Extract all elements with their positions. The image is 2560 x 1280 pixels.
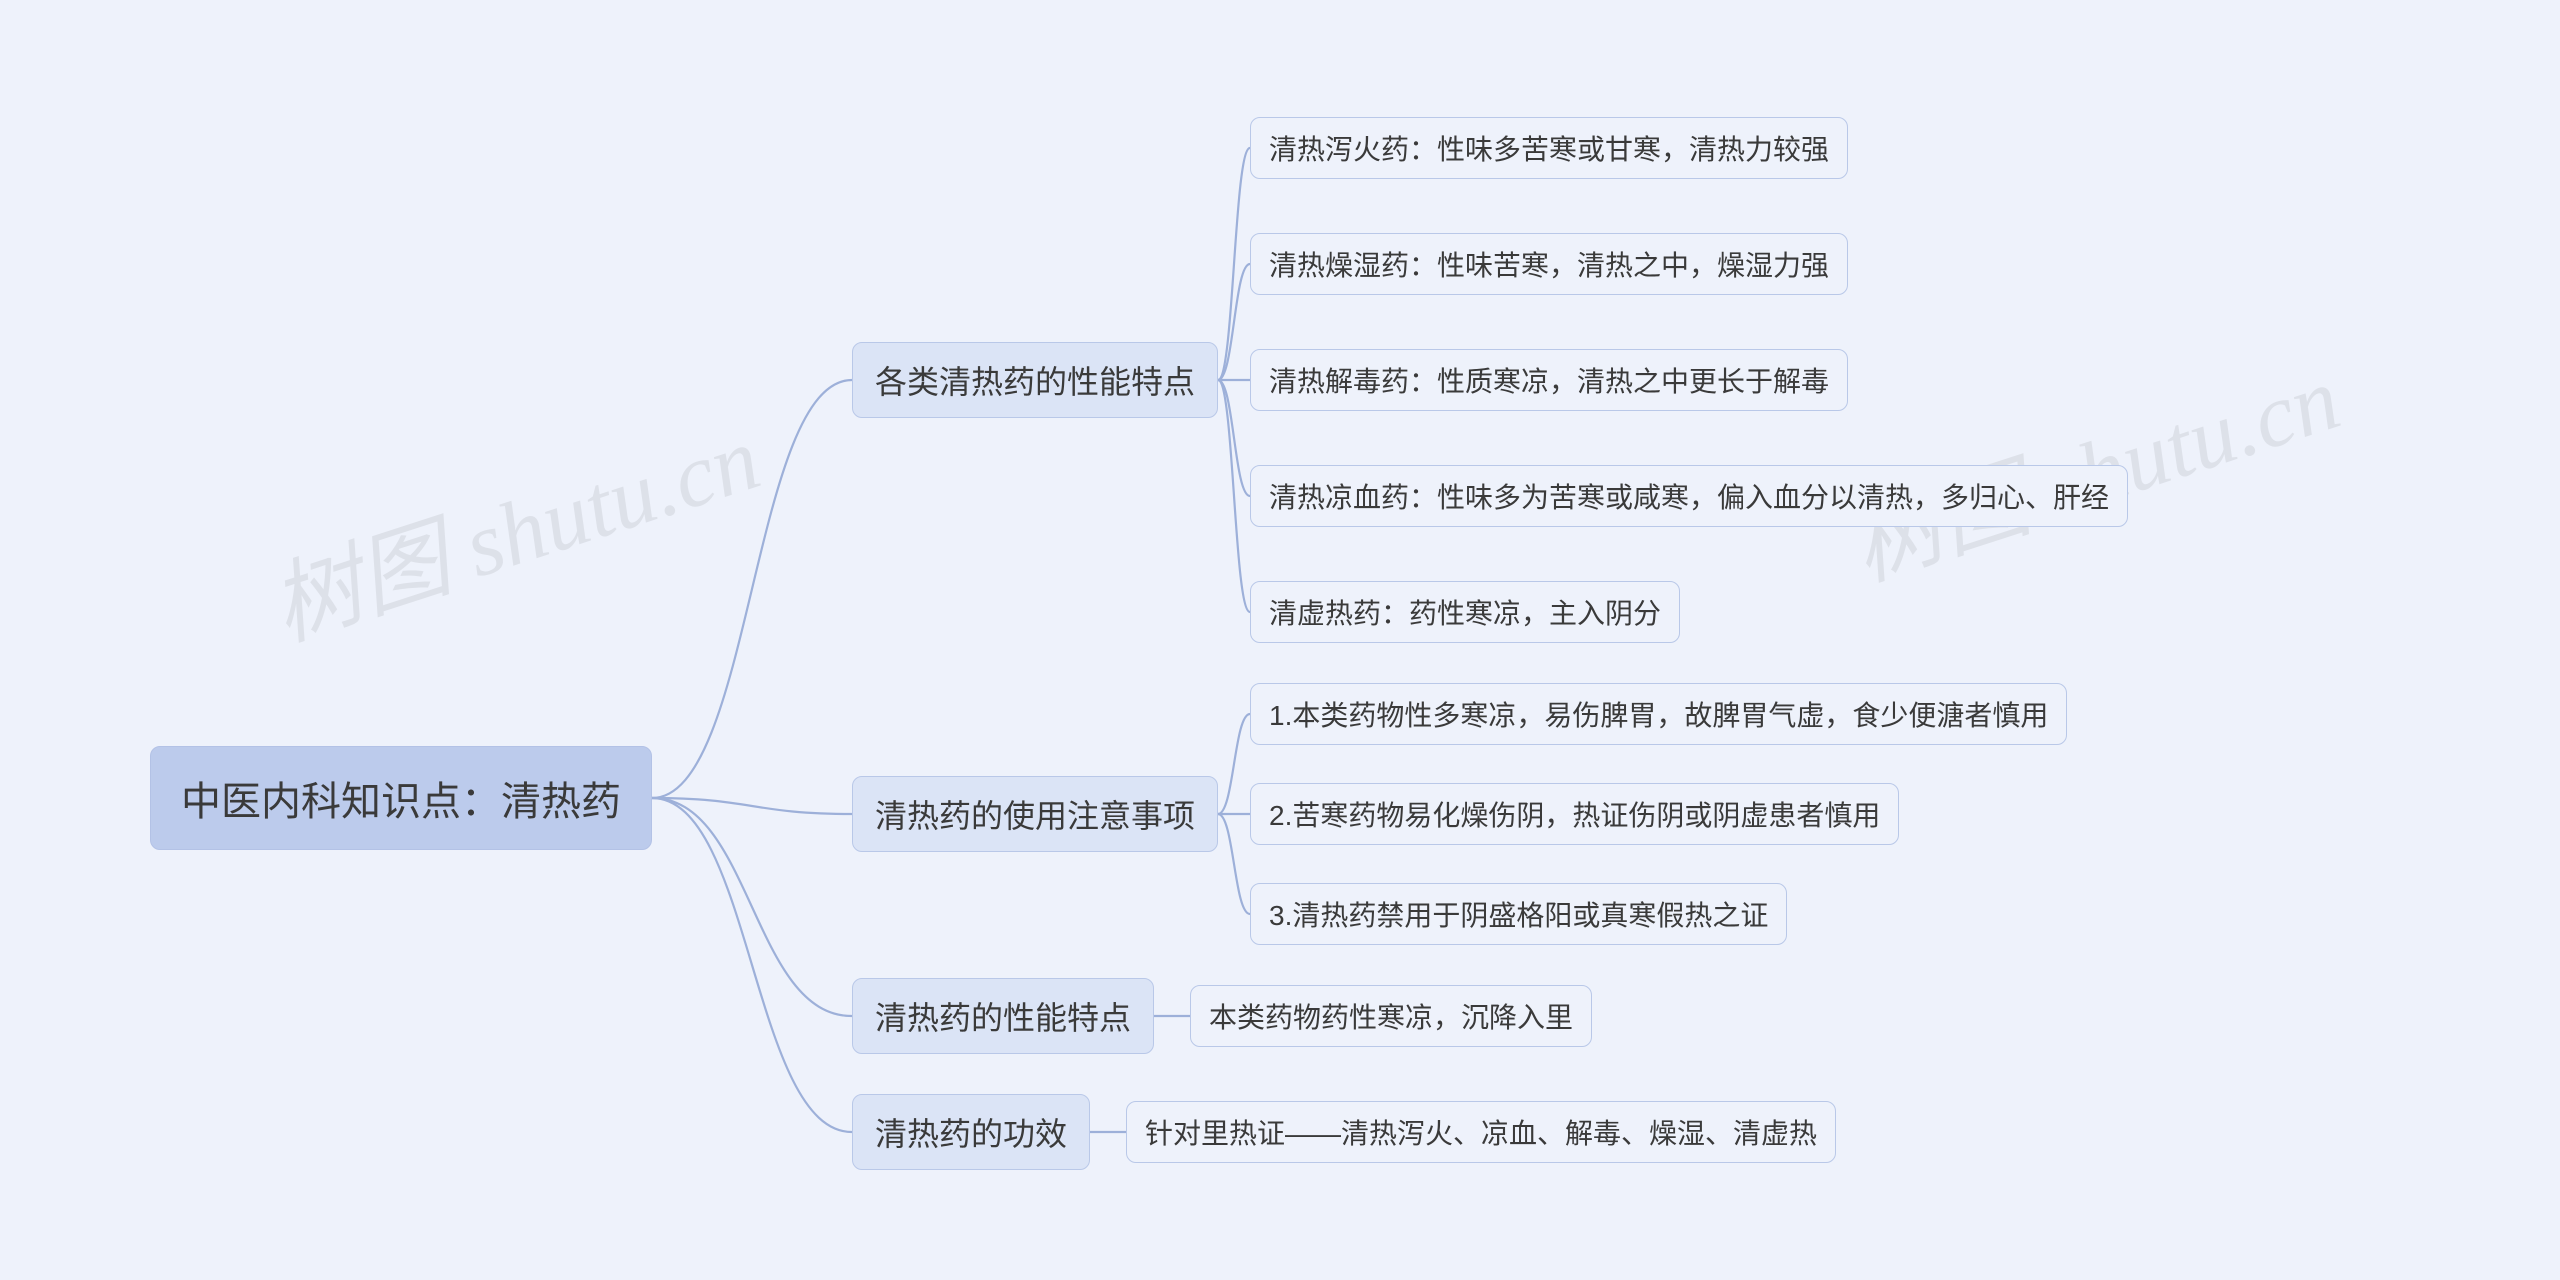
leaf-label: 清热泻火药：性味多苦寒或甘寒，清热力较强 <box>1269 128 1829 168</box>
mindmap-canvas: 树图 shutu.cn 树图 shutu.cn 中医内科知识点：清热药 各类清热… <box>0 0 2560 1280</box>
leaf-node[interactable]: 清热凉血药：性味多为苦寒或咸寒，偏入血分以清热，多归心、肝经 <box>1250 465 2128 527</box>
leaf-label: 清热凉血药：性味多为苦寒或咸寒，偏入血分以清热，多归心、肝经 <box>1269 476 2109 516</box>
leaf-node[interactable]: 清热解毒药：性质寒凉，清热之中更长于解毒 <box>1250 349 1848 411</box>
branch-label: 清热药的性能特点 <box>875 993 1131 1039</box>
branch-label: 各类清热药的性能特点 <box>875 357 1195 403</box>
leaf-node[interactable]: 清热泻火药：性味多苦寒或甘寒，清热力较强 <box>1250 117 1848 179</box>
leaf-node[interactable]: 清热燥湿药：性味苦寒，清热之中，燥湿力强 <box>1250 233 1848 295</box>
leaf-label: 本类药物药性寒凉，沉降入里 <box>1209 996 1573 1036</box>
branch-node[interactable]: 清热药的使用注意事项 <box>852 776 1218 852</box>
leaf-label: 清虚热药：药性寒凉，主入阴分 <box>1269 592 1661 632</box>
leaf-node[interactable]: 3.清热药禁用于阴盛格阳或真寒假热之证 <box>1250 883 1787 945</box>
branch-label: 清热药的使用注意事项 <box>875 791 1195 837</box>
leaf-node[interactable]: 针对里热证——清热泻火、凉血、解毒、燥湿、清虚热 <box>1126 1101 1836 1163</box>
branch-node[interactable]: 清热药的功效 <box>852 1094 1090 1170</box>
root-label: 中医内科知识点：清热药 <box>181 769 621 827</box>
leaf-node[interactable]: 清虚热药：药性寒凉，主入阴分 <box>1250 581 1680 643</box>
leaf-label: 1.本类药物性多寒凉，易伤脾胃，故脾胃气虚，食少便溏者慎用 <box>1269 694 2048 734</box>
leaf-node[interactable]: 1.本类药物性多寒凉，易伤脾胃，故脾胃气虚，食少便溏者慎用 <box>1250 683 2067 745</box>
leaf-label: 针对里热证——清热泻火、凉血、解毒、燥湿、清虚热 <box>1145 1112 1817 1152</box>
leaf-node[interactable]: 2.苦寒药物易化燥伤阴，热证伤阴或阴虚患者慎用 <box>1250 783 1899 845</box>
leaf-node[interactable]: 本类药物药性寒凉，沉降入里 <box>1190 985 1592 1047</box>
root-node[interactable]: 中医内科知识点：清热药 <box>150 746 652 850</box>
leaf-label: 清热燥湿药：性味苦寒，清热之中，燥湿力强 <box>1269 244 1829 284</box>
leaf-label: 2.苦寒药物易化燥伤阴，热证伤阴或阴虚患者慎用 <box>1269 794 1880 834</box>
leaf-label: 3.清热药禁用于阴盛格阳或真寒假热之证 <box>1269 894 1768 934</box>
branch-label: 清热药的功效 <box>875 1109 1067 1155</box>
leaf-label: 清热解毒药：性质寒凉，清热之中更长于解毒 <box>1269 360 1829 400</box>
branch-node[interactable]: 清热药的性能特点 <box>852 978 1154 1054</box>
branch-node[interactable]: 各类清热药的性能特点 <box>852 342 1218 418</box>
